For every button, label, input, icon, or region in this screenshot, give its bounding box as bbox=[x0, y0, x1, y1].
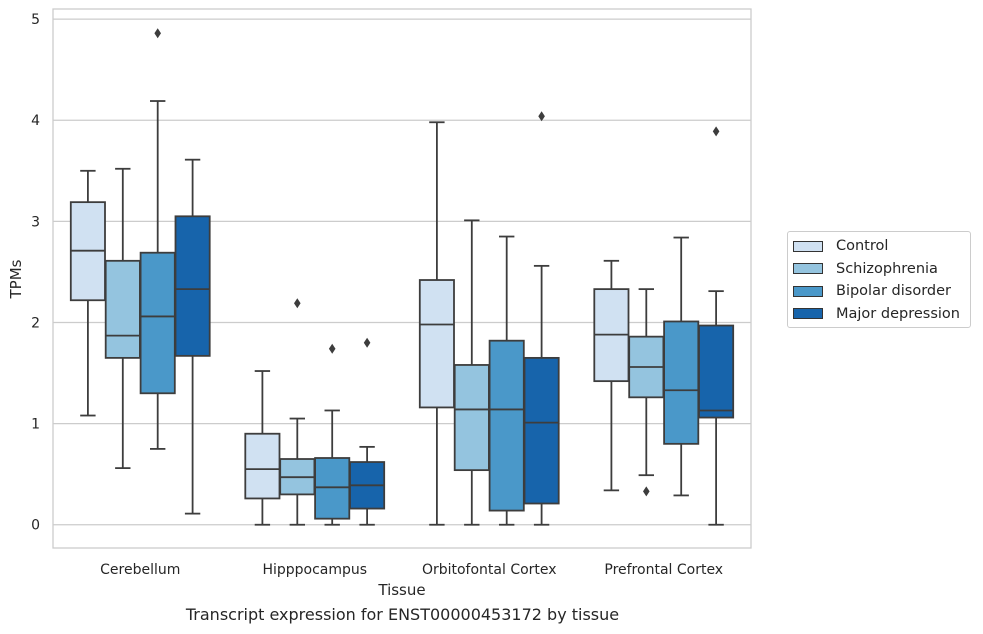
legend-label-major-depression: Major depression bbox=[836, 305, 960, 322]
box-prefrontal-cortex-control bbox=[593, 259, 630, 492]
box-hipppocampus-schizophrenia bbox=[279, 298, 316, 526]
box-prefrontal-cortex-major-depression-outlier-0 bbox=[712, 126, 720, 137]
box-cerebellum-control bbox=[69, 169, 106, 417]
x-tick-label-orbitofontal-cortex: Orbitofontal Cortex bbox=[422, 562, 557, 578]
legend-item-bipolar-disorder: Bipolar disorder bbox=[788, 280, 970, 303]
box-hipppocampus-schizophrenia-outlier-0 bbox=[294, 298, 301, 309]
box-hipppocampus-bipolar-disorder-iqr bbox=[314, 457, 351, 520]
box-cerebellum-major-depression-iqr bbox=[174, 215, 211, 357]
legend-swatch-control bbox=[793, 240, 823, 252]
legend-swatch-major-depression bbox=[793, 308, 823, 320]
x-tick-label-prefrontal-cortex: Prefrontal Cortex bbox=[604, 562, 723, 578]
box-cerebellum-major-depression bbox=[174, 158, 211, 515]
legend-item-schizophrenia: Schizophrenia bbox=[788, 258, 970, 281]
box-hipppocampus-control-iqr bbox=[244, 432, 281, 500]
y-tick-label-5: 5 bbox=[31, 12, 40, 28]
box-prefrontal-cortex-bipolar-disorder-iqr bbox=[663, 320, 700, 445]
box-orbitofontal-cortex-bipolar-disorder-iqr bbox=[488, 339, 525, 512]
x-tick-label-hipppocampus: Hipppocampus bbox=[262, 562, 367, 578]
box-orbitofontal-cortex-bipolar-disorder bbox=[488, 235, 525, 526]
box-prefrontal-cortex-bipolar-disorder bbox=[663, 236, 700, 497]
box-prefrontal-cortex-schizophrenia bbox=[628, 288, 665, 497]
x-tick-labels: Cerebellum Hipppocampus Orbitofontal Corte… bbox=[100, 562, 723, 578]
legend-swatch-bipolar-disorder bbox=[793, 285, 823, 297]
legend-item-major-depression: Major depression bbox=[788, 303, 970, 326]
legend-label-control: Control bbox=[836, 238, 889, 255]
box-orbitofontal-cortex-major-depression bbox=[523, 111, 560, 526]
box-cerebellum-bipolar-disorder bbox=[139, 28, 176, 450]
box-hipppocampus-bipolar-disorder-outlier-0 bbox=[328, 343, 336, 354]
box-cerebellum-bipolar-disorder-outlier-0 bbox=[154, 28, 161, 39]
legend-label-schizophrenia: Schizophrenia bbox=[836, 260, 938, 277]
legend-item-control: Control bbox=[788, 235, 970, 258]
x-axis-title: Tissue bbox=[377, 581, 425, 599]
box-hipppocampus-control bbox=[244, 370, 281, 526]
box-orbitofontal-cortex-schizophrenia-iqr bbox=[453, 364, 490, 472]
y-tick-labels: 0 1 2 3 4 5 bbox=[31, 12, 40, 534]
box-orbitofontal-cortex-control-iqr bbox=[418, 279, 455, 409]
box-hipppocampus-major-depression-outlier-0 bbox=[363, 337, 371, 348]
box-cerebellum-bipolar-disorder-iqr bbox=[139, 251, 176, 395]
legend-label-bipolar-disorder: Bipolar disorder bbox=[836, 283, 951, 300]
plot-frame bbox=[52, 8, 752, 549]
box-prefrontal-cortex-schizophrenia-outlier-0 bbox=[643, 486, 650, 497]
box-orbitofontal-cortex-major-depression-iqr bbox=[523, 356, 560, 505]
legend-swatch-schizophrenia bbox=[793, 263, 823, 275]
box-prefrontal-cortex-major-depression-iqr bbox=[698, 324, 735, 419]
y-axis-title: TPMs bbox=[7, 259, 25, 299]
y-tick-label-0: 0 bbox=[31, 518, 40, 534]
box-groups bbox=[69, 28, 735, 526]
box-cerebellum-schizophrenia bbox=[104, 167, 141, 470]
legend: Control Schizophrenia Bipolar disorder M… bbox=[787, 231, 971, 328]
y-tick-label-4: 4 bbox=[31, 113, 40, 129]
box-orbitofontal-cortex-control bbox=[418, 121, 455, 526]
box-orbitofontal-cortex-major-depression-outlier-0 bbox=[538, 111, 545, 122]
x-tick-label-cerebellum: Cerebellum bbox=[100, 562, 180, 578]
y-tick-label-2: 2 bbox=[31, 315, 40, 331]
box-hipppocampus-bipolar-disorder bbox=[314, 343, 351, 526]
y-tick-label-1: 1 bbox=[31, 417, 40, 433]
box-prefrontal-cortex-major-depression bbox=[698, 126, 735, 526]
chart-caption: Transcript expression for ENST0000045317… bbox=[185, 605, 620, 624]
y-tick-label-3: 3 bbox=[31, 214, 40, 230]
box-hipppocampus-major-depression bbox=[349, 337, 386, 526]
box-cerebellum-schizophrenia-iqr bbox=[104, 259, 141, 359]
box-orbitofontal-cortex-schizophrenia bbox=[453, 219, 490, 526]
